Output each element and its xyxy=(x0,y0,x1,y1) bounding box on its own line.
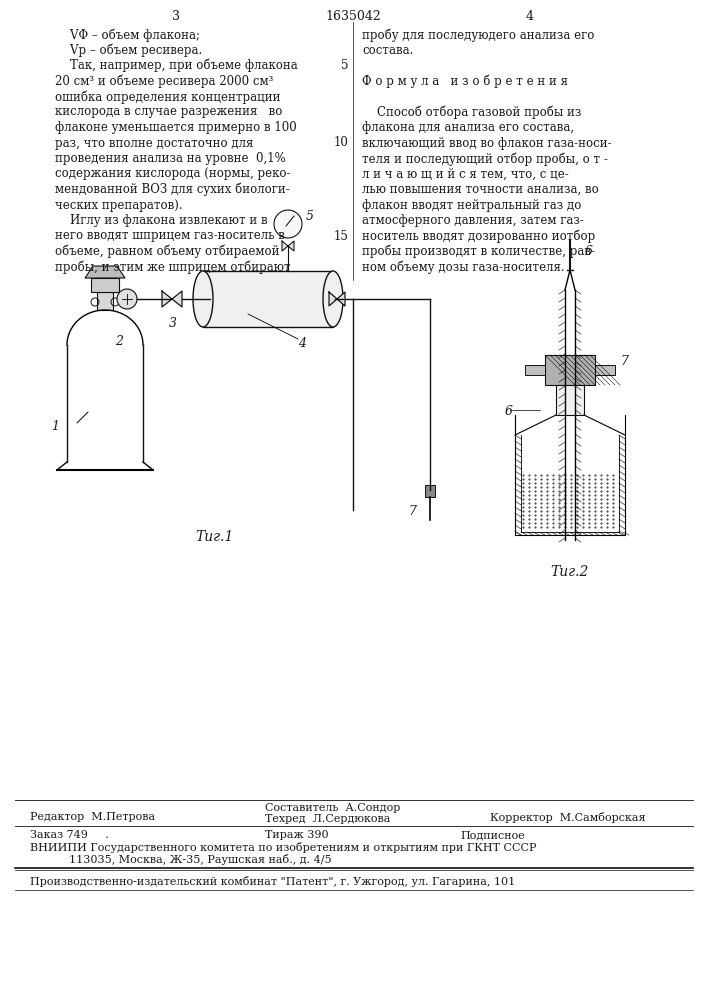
Text: 6: 6 xyxy=(505,405,513,418)
Text: проведения анализа на уровне  0,1%: проведения анализа на уровне 0,1% xyxy=(55,152,286,165)
Text: 113035, Москва, Ж-35, Раушская наб., д. 4/5: 113035, Москва, Ж-35, Раушская наб., д. … xyxy=(69,854,332,865)
Text: пробы производят в количестве, рав-: пробы производят в количестве, рав- xyxy=(362,245,595,258)
Bar xyxy=(425,485,435,497)
Polygon shape xyxy=(162,291,182,307)
Text: мендованной ВОЗ для сухих биологи-: мендованной ВОЗ для сухих биологи- xyxy=(55,183,290,196)
Text: 7: 7 xyxy=(620,355,628,368)
Text: Техред  Л.Сердюкова: Техред Л.Сердюкова xyxy=(265,814,390,824)
Text: 5: 5 xyxy=(341,59,349,72)
Bar xyxy=(525,365,545,375)
Text: Заказ 749     .: Заказ 749 . xyxy=(30,830,109,840)
Text: объеме, равном объему отбираемой: объеме, равном объему отбираемой xyxy=(55,245,279,258)
Text: Тираж 390: Тираж 390 xyxy=(265,830,329,840)
Text: ошибка определения концентрации: ошибка определения концентрации xyxy=(55,90,281,104)
Circle shape xyxy=(117,289,137,309)
Text: 15: 15 xyxy=(334,230,349,242)
Text: 5: 5 xyxy=(306,210,314,223)
Text: 4: 4 xyxy=(526,10,534,23)
Text: VΦ – объем флакона;: VΦ – объем флакона; xyxy=(55,28,200,41)
Bar xyxy=(545,355,595,385)
Bar xyxy=(91,278,119,292)
Text: Редактор  М.Петрова: Редактор М.Петрова xyxy=(30,812,155,822)
Text: л и ч а ю щ и й с я тем, что, с це-: л и ч а ю щ и й с я тем, что, с це- xyxy=(362,167,568,180)
Text: состава.: состава. xyxy=(362,43,414,56)
Text: Способ отбора газовой пробы из: Способ отбора газовой пробы из xyxy=(362,105,581,119)
Text: 3: 3 xyxy=(172,10,180,23)
Text: 2: 2 xyxy=(115,335,123,348)
Text: Подписное: Подписное xyxy=(460,830,525,840)
Text: лью повышения точности анализа, во: лью повышения точности анализа, во xyxy=(362,183,599,196)
Circle shape xyxy=(274,210,302,238)
Text: Производственно-издательский комбинат "Патент", г. Ужгород, ул. Гагарина, 101: Производственно-издательский комбинат "П… xyxy=(30,876,515,887)
Text: пробы, и этим же шприцем отбирают: пробы, и этим же шприцем отбирают xyxy=(55,260,291,274)
Ellipse shape xyxy=(193,271,213,327)
Bar xyxy=(203,271,333,327)
Text: него вводят шприцем газ-носитель в: него вводят шприцем газ-носитель в xyxy=(55,230,285,242)
Bar xyxy=(556,385,584,415)
Text: раз, что вполне достаточно для: раз, что вполне достаточно для xyxy=(55,136,253,149)
Text: атмосферного давления, затем газ-: атмосферного давления, затем газ- xyxy=(362,214,584,227)
Text: 7: 7 xyxy=(408,505,416,518)
Text: включающий ввод во флакон газа-носи-: включающий ввод во флакон газа-носи- xyxy=(362,136,612,149)
Text: Составитель  А.Сондор: Составитель А.Сондор xyxy=(265,803,400,813)
Text: Так, например, при объеме флакона: Так, например, при объеме флакона xyxy=(55,59,298,73)
Text: 4: 4 xyxy=(298,337,306,350)
Text: 1: 1 xyxy=(51,420,59,433)
Text: Ф о р м у л а   и з о б р е т е н и я: Ф о р м у л а и з о б р е т е н и я xyxy=(362,75,568,88)
Text: ВНИИПИ Государственного комитета по изобретениям и открытиям при ГКНТ СССР: ВНИИПИ Государственного комитета по изоб… xyxy=(30,842,537,853)
Text: флаконе уменьшается примерно в 100: флаконе уменьшается примерно в 100 xyxy=(55,121,297,134)
Text: Τиг.2: Τиг.2 xyxy=(550,565,588,579)
Text: Иглу из флакона извлекают и в: Иглу из флакона извлекают и в xyxy=(55,214,268,227)
Text: теля и последующий отбор пробы, о т -: теля и последующий отбор пробы, о т - xyxy=(362,152,608,165)
Polygon shape xyxy=(329,292,345,306)
Text: флакона для анализа его состава,: флакона для анализа его состава, xyxy=(362,121,574,134)
Text: 6: 6 xyxy=(585,245,593,258)
Bar xyxy=(97,292,113,310)
Polygon shape xyxy=(85,266,125,278)
Polygon shape xyxy=(282,241,294,251)
Text: пробу для последуюдего анализа его: пробу для последуюдего анализа его xyxy=(362,28,595,41)
Text: ном объему дозы газа-носителя.: ном объему дозы газа-носителя. xyxy=(362,260,565,274)
Text: содержания кислорода (нормы, реко-: содержания кислорода (нормы, реко- xyxy=(55,167,291,180)
Text: Τиг.1: Τиг.1 xyxy=(196,530,234,544)
Text: кислорода в случае разрежения   во: кислорода в случае разрежения во xyxy=(55,105,282,118)
Bar xyxy=(595,365,615,375)
Text: 1635042: 1635042 xyxy=(325,10,381,23)
Text: ческих препаратов).: ческих препаратов). xyxy=(55,198,182,212)
Text: 10: 10 xyxy=(334,136,349,149)
Text: Vр – объем ресивера.: Vр – объем ресивера. xyxy=(55,43,202,57)
Text: носитель вводят дозированно иотбор: носитель вводят дозированно иотбор xyxy=(362,230,595,243)
Text: Корректор  М.Самборская: Корректор М.Самборская xyxy=(490,812,645,823)
Text: 20 см³ и объеме ресивера 2000 см³: 20 см³ и объеме ресивера 2000 см³ xyxy=(55,75,274,88)
Text: 3: 3 xyxy=(169,317,177,330)
Ellipse shape xyxy=(323,271,343,327)
Text: флакон вводят нейтральный газ до: флакон вводят нейтральный газ до xyxy=(362,198,581,212)
